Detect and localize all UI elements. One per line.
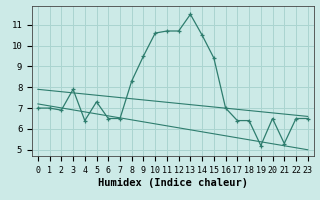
X-axis label: Humidex (Indice chaleur): Humidex (Indice chaleur)	[98, 178, 248, 188]
